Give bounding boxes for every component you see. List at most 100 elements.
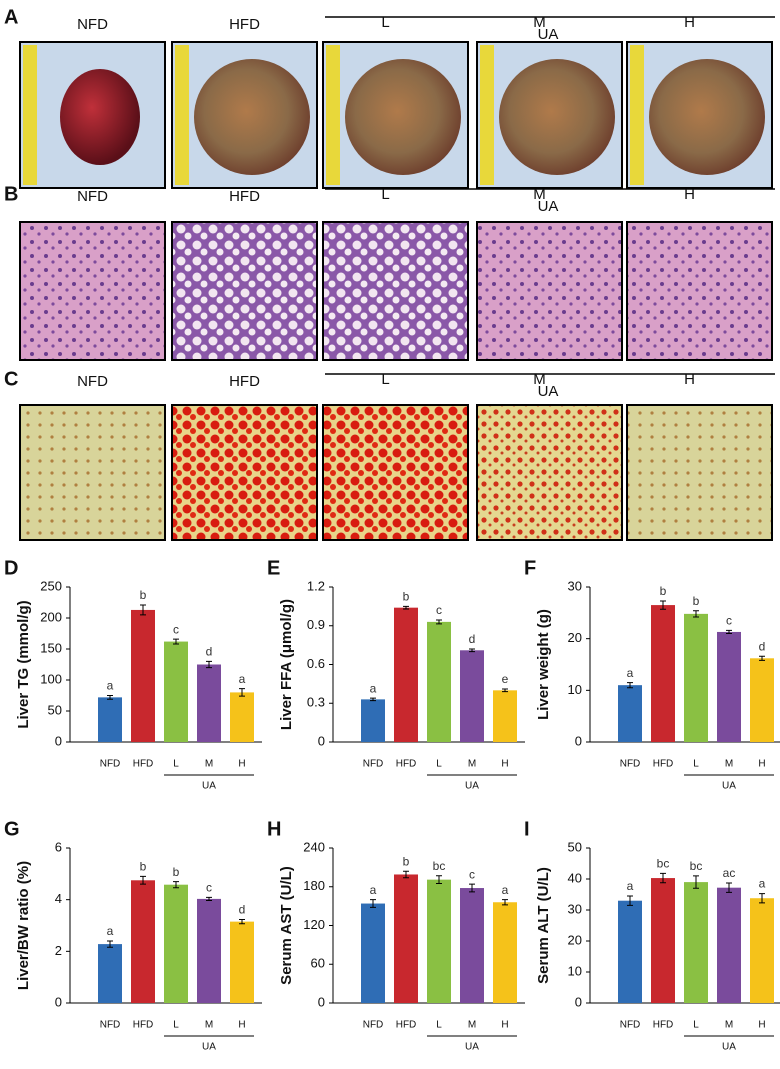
group-name: HFD [229, 373, 260, 390]
y-tick-label: 1.2 [307, 578, 325, 593]
micrograph [476, 221, 623, 361]
x-tick-label: L [436, 759, 442, 770]
x-tick-label: L [436, 1020, 442, 1031]
y-tick-label: 0.6 [307, 656, 325, 671]
y-axis-label: Liver weight (g) [535, 609, 552, 720]
bar [164, 641, 188, 742]
y-tick-label: 0 [55, 733, 62, 748]
error-bar [502, 688, 508, 693]
panel-label: D [4, 557, 18, 579]
ruler [175, 45, 189, 185]
error-bar [370, 697, 376, 702]
bar [394, 874, 418, 1003]
bar [230, 921, 254, 1003]
significance-letter: c [726, 614, 732, 628]
group-name: H [684, 371, 695, 388]
x-tick-label: HFD [396, 1020, 417, 1031]
y-tick-label: 100 [40, 671, 62, 686]
x-tick-label: L [693, 1020, 699, 1031]
y-tick-label: 10 [568, 682, 582, 697]
bar [460, 650, 484, 742]
bar [750, 658, 774, 742]
bar [230, 692, 254, 742]
x-tick-label: HFD [133, 1020, 154, 1031]
group-name: HFD [229, 16, 260, 33]
micrograph [19, 404, 166, 541]
error-bar [206, 896, 212, 901]
y-tick-label: 4 [55, 891, 62, 906]
bar [164, 884, 188, 1003]
y-tick-label: 180 [303, 878, 325, 893]
x-tick-label: L [173, 759, 179, 770]
group-name: HFD [229, 188, 260, 205]
group-name: L [381, 14, 389, 31]
significance-letter: bc [657, 857, 670, 871]
ruler [326, 45, 340, 185]
error-bar [759, 893, 765, 904]
error-bar [469, 648, 475, 653]
bar [427, 879, 451, 1003]
y-tick-label: 240 [303, 839, 325, 854]
y-tick-label: 0 [575, 733, 582, 748]
bar [361, 903, 385, 1003]
significance-letter: b [693, 594, 700, 608]
significance-letter: a [370, 681, 377, 695]
panel-label: B [4, 183, 18, 205]
x-tick-label: M [205, 1020, 213, 1031]
x-tick-label: H [238, 759, 245, 770]
significance-letter: ac [723, 866, 736, 880]
y-axis-label: Serum AST (U/L) [278, 866, 295, 985]
panel-label: E [267, 557, 280, 579]
y-tick-label: 120 [303, 917, 325, 932]
group-name: NFD [77, 16, 108, 33]
x-tick-label: HFD [653, 1020, 674, 1031]
error-bar [107, 695, 113, 700]
micrograph [626, 221, 773, 361]
significance-letter: b [403, 854, 410, 868]
x-tick-label: NFD [100, 759, 121, 770]
y-tick-label: 0 [318, 994, 325, 1009]
group-label: UA [465, 781, 479, 792]
bar [197, 664, 221, 742]
bar [618, 685, 642, 742]
significance-letter: d [759, 639, 766, 653]
significance-letter: c [469, 867, 475, 881]
x-tick-label: NFD [620, 759, 641, 770]
y-tick-label: 50 [48, 702, 62, 717]
x-tick-label: NFD [620, 1020, 641, 1031]
liver [60, 69, 140, 165]
error-bar [759, 655, 765, 661]
ruler [630, 45, 644, 185]
group-name: NFD [77, 188, 108, 205]
y-tick-label: 200 [40, 609, 62, 624]
group-label: UA [722, 781, 736, 792]
group-label: UA [538, 383, 559, 400]
micrograph [171, 221, 318, 361]
x-tick-label: H [501, 759, 508, 770]
x-tick-label: L [173, 1020, 179, 1031]
y-axis-label: Liver/BW ratio (%) [15, 861, 32, 990]
bar [618, 900, 642, 1003]
error-bar [627, 682, 633, 689]
error-bar [239, 919, 245, 925]
significance-letter: a [502, 883, 509, 897]
y-tick-label: 6 [55, 839, 62, 854]
y-tick-label: 30 [568, 578, 582, 593]
x-tick-label: H [501, 1020, 508, 1031]
significance-letter: b [403, 590, 410, 604]
bar [651, 878, 675, 1003]
bar [684, 613, 708, 742]
y-tick-label: 250 [40, 578, 62, 593]
group-label: UA [202, 1042, 216, 1053]
group-label: UA [465, 1042, 479, 1053]
x-tick-label: HFD [396, 759, 417, 770]
error-bar [726, 629, 732, 634]
error-bar [660, 600, 666, 610]
significance-letter: a [239, 672, 246, 686]
bar [717, 887, 741, 1003]
bar [750, 898, 774, 1003]
y-tick-label: 0 [318, 733, 325, 748]
significance-letter: b [660, 584, 667, 598]
y-axis-label: Liver FFA (μmol/g) [278, 599, 295, 730]
bar [197, 898, 221, 1003]
